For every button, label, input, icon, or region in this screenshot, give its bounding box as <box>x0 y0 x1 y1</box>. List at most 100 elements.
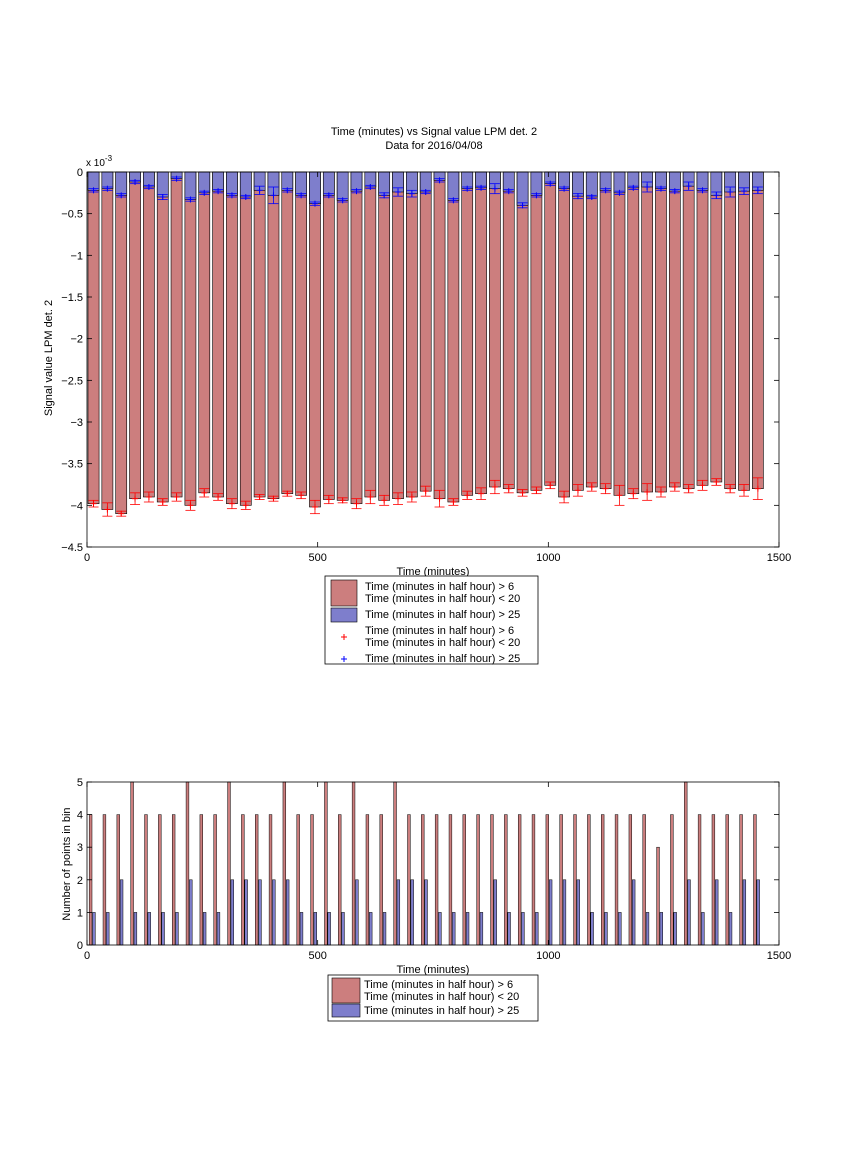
red-bar <box>627 171 640 494</box>
red-bar <box>738 171 750 491</box>
count-red-bar <box>255 814 259 946</box>
y-tick-label: 1 <box>77 907 83 919</box>
red-bar <box>336 171 349 501</box>
red-bar <box>378 171 391 501</box>
red-bar <box>682 171 695 489</box>
count-red-bar <box>379 814 383 946</box>
y-tick-label: −2 <box>70 334 83 346</box>
count-red-bar <box>144 814 148 946</box>
count-red-bar <box>601 814 605 946</box>
red-bar <box>226 171 238 504</box>
legend-patch <box>331 977 361 1004</box>
red-bar <box>502 171 515 489</box>
count-blue-bar <box>313 912 317 946</box>
count-blue-bar <box>493 879 497 946</box>
blue-bar <box>613 171 626 194</box>
signal-chart-xlabel: Time (minutes) <box>397 566 470 578</box>
red-bar <box>710 171 723 483</box>
count-blue-bar <box>147 912 151 946</box>
red-bar <box>558 171 570 498</box>
count-blue-bar <box>396 879 401 946</box>
count-red-bar <box>158 814 162 946</box>
red-bar <box>198 171 211 494</box>
count-red-bar <box>310 814 314 946</box>
count-blue-bar <box>258 879 262 946</box>
legend-label: Time (minutes in half hour) < 20 <box>365 637 520 649</box>
red-bar <box>724 171 737 489</box>
count-chart-xlabel: Time (minutes) <box>397 964 470 976</box>
count-blue-bar <box>562 879 567 946</box>
red-bar <box>406 171 418 498</box>
count-blue-bar <box>133 912 138 946</box>
blue-bar <box>572 171 584 197</box>
x-tick-label: 1500 <box>767 950 791 962</box>
count-red-bar <box>102 814 107 946</box>
y-tick-label: −1.5 <box>61 292 83 304</box>
legend-label: Time (minutes in half hour) < 20 <box>364 991 519 1003</box>
red-bar <box>212 171 224 498</box>
count-blue-bar <box>687 879 691 946</box>
count-red-bar <box>407 814 411 946</box>
count-red-bar <box>642 814 646 946</box>
count-blue-bar <box>507 912 511 946</box>
red-bar <box>295 171 307 496</box>
red-bar <box>585 171 598 488</box>
red-bar <box>87 171 100 504</box>
count-blue-bar <box>92 912 96 946</box>
red-bar <box>392 171 404 499</box>
count-blue-bar <box>410 879 414 946</box>
red-bar <box>143 171 155 498</box>
red-bar <box>461 171 474 496</box>
count-red-bar <box>448 814 453 946</box>
count-red-bar <box>338 814 342 946</box>
y-tick-label: −4.5 <box>61 542 83 554</box>
red-bar <box>322 171 335 500</box>
red-bar <box>156 171 169 503</box>
count-red-bar <box>421 814 425 946</box>
count-blue-bar <box>244 879 248 946</box>
count-red-bar <box>573 814 577 946</box>
red-bar <box>475 171 487 494</box>
count-blue-bar <box>479 912 484 946</box>
count-plot-area: 0 1 2 3 4 5 0 500 1000 1500 <box>77 777 791 962</box>
red-bar <box>309 171 321 508</box>
blue-bar <box>295 171 307 196</box>
count-red-bar <box>753 814 757 946</box>
red-bar <box>170 171 183 498</box>
y-tick-label: −2.5 <box>61 375 83 387</box>
count-red-bar <box>587 814 591 946</box>
red-bar <box>641 171 653 493</box>
count-blue-bar <box>659 912 663 946</box>
x-tick-label: 0 <box>84 552 90 564</box>
count-blue-bar <box>189 879 193 946</box>
count-blue-bar <box>286 879 290 946</box>
blue-bar <box>239 171 252 198</box>
count-red-bar <box>614 814 619 946</box>
y-tick-label: 3 <box>77 842 83 854</box>
count-blue-bar <box>756 879 760 946</box>
count-red-bar <box>213 814 217 946</box>
red-bar <box>433 171 446 499</box>
count-red-bar <box>296 814 300 946</box>
count-blue-bar <box>119 879 124 946</box>
count-blue-bar <box>382 912 387 946</box>
count-red-bar <box>531 814 536 946</box>
blue-bar <box>184 171 197 200</box>
y-tick-label: −0.5 <box>61 209 83 221</box>
legend-label: Time (minutes in half hour) > 6 <box>365 625 514 637</box>
count-red-bar <box>559 814 563 946</box>
red-bar <box>599 171 612 489</box>
count-red-bar <box>282 781 287 946</box>
count-blue-bar <box>106 912 110 946</box>
red-bar <box>668 171 681 488</box>
count-blue-bar <box>548 879 553 946</box>
count-blue-bar <box>590 912 594 946</box>
count-red-bar <box>725 814 729 946</box>
blue-bar <box>226 171 238 196</box>
count-blue-bar <box>535 912 539 946</box>
count-blue-bar <box>742 879 747 946</box>
count-red-bar <box>116 814 120 946</box>
count-blue-bar <box>299 912 304 946</box>
x-tick-label: 0 <box>84 950 90 962</box>
